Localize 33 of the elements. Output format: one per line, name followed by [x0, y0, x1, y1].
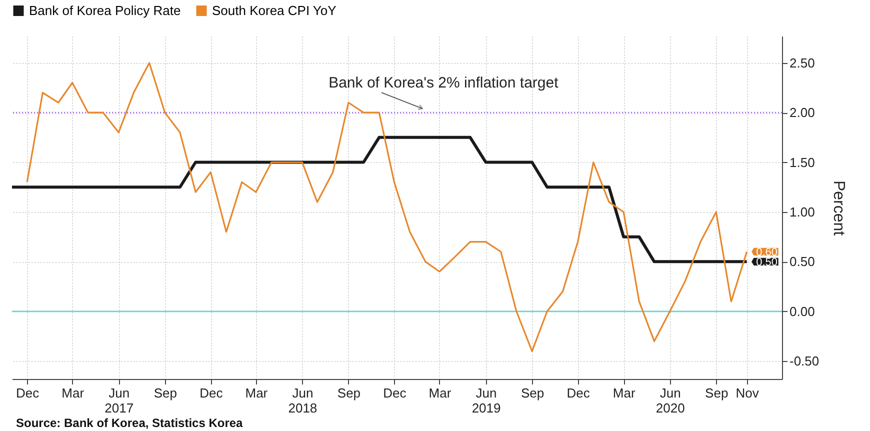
y-tick-label: 1.50: [790, 154, 815, 170]
y-tick-label: 0.50: [790, 254, 815, 270]
x-tick-label: Sep: [520, 386, 544, 400]
x-tick-label: Sep: [337, 386, 361, 400]
x-tick-label: Mar: [245, 386, 268, 400]
x-tick-label: Nov: [736, 386, 760, 400]
y-tick-label: 1.00: [790, 204, 815, 220]
y-axis-title: Percent: [830, 180, 848, 236]
line-series: [10, 136, 748, 264]
legend-label: South Korea CPI YoY: [212, 2, 337, 18]
line-series: [26, 62, 748, 352]
data-label: 0.60: [756, 246, 778, 259]
x-tick-label: Dec: [566, 386, 590, 400]
x-tick-label: Jun 2019: [472, 386, 501, 416]
x-tick-label: Jun 2018: [288, 386, 318, 416]
x-tick-label: Sep: [154, 386, 177, 400]
x-tick-label: Dec: [383, 386, 407, 400]
y-tick-label: -0.50: [790, 354, 820, 369]
x-tick-label: Dec: [200, 386, 224, 400]
source-note: Source: Bank of Korea, Statistics Korea: [16, 416, 244, 430]
x-tick-label: Dec: [16, 386, 40, 400]
x-tick-label: Mar: [62, 386, 85, 400]
legend-label: Bank of Korea Policy Rate: [29, 2, 181, 18]
x-tick-label: Jun 2017: [104, 386, 134, 416]
y-tick-label: 0.00: [790, 304, 815, 319]
annotation: Bank of Korea's 2% inflation target: [328, 74, 560, 92]
x-tick-label: Jun 2020: [656, 386, 685, 416]
x-tick-label: Mar: [612, 386, 636, 400]
y-tick-label: 2.50: [790, 55, 815, 70]
x-tick-label: Mar: [428, 386, 452, 400]
x-tick-label: Sep: [705, 386, 728, 400]
y-tick-label: 2.00: [790, 105, 815, 120]
data-label: 0.50: [756, 256, 778, 269]
